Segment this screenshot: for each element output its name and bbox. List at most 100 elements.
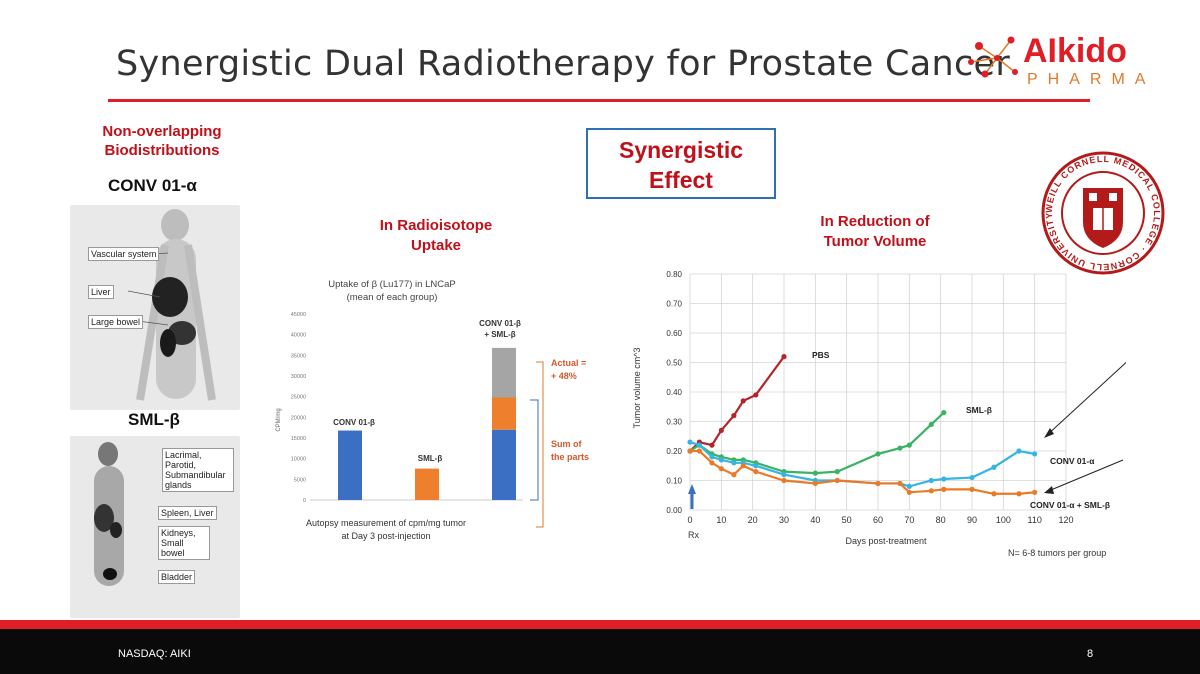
uptake-bar-chart: Uptake of β (Lu177) in LNCaP (mean of ea… xyxy=(276,279,589,541)
series-point xyxy=(906,442,912,448)
x-tick-label: 30 xyxy=(779,515,789,525)
bar-y-tick: 35000 xyxy=(291,353,306,359)
series-point xyxy=(969,474,975,481)
bar-segment xyxy=(492,429,516,500)
series-label: CONV 01-α xyxy=(1050,456,1095,466)
page-number: 8 xyxy=(1087,648,1094,660)
uptake-heading: In Radioisotope Uptake xyxy=(379,217,493,254)
actual-label-1: Actual = xyxy=(551,358,586,368)
bar-label: CONV 01-β xyxy=(479,319,521,328)
bar-segment xyxy=(415,468,439,500)
series-point xyxy=(740,398,746,404)
series-point xyxy=(696,442,702,448)
bar-caption-1: Autopsy measurement of cpm/mg tumor xyxy=(306,518,466,528)
y-tick-label: 0.10 xyxy=(666,477,682,486)
bar-y-tick: 25000 xyxy=(291,395,306,401)
series-point xyxy=(875,451,881,457)
x-tick-label: 50 xyxy=(842,515,852,525)
series-point xyxy=(906,489,912,495)
bar-label: CONV 01-β xyxy=(333,418,375,427)
series-point xyxy=(718,466,724,472)
svg-text:PHARMA: PHARMA xyxy=(1027,71,1155,88)
bar-y-tick: 5000 xyxy=(294,477,306,483)
body-silhouette xyxy=(94,442,124,586)
series-point xyxy=(941,486,947,492)
y-tick-label: 0.20 xyxy=(666,447,682,456)
title-divider xyxy=(108,99,1090,102)
bar-label: + SML-β xyxy=(484,330,515,339)
y-tick-label: 0.60 xyxy=(666,329,682,338)
tumor-volume-line-chart: 0 10 20 30 40 50 60 70 80 90 100 110 120 0.00 0.10 0.20… xyxy=(632,270,1126,558)
synergy-line1: Synergistic xyxy=(619,137,743,163)
annotation-kidneys: Kidneys, Small bowel xyxy=(158,526,210,560)
series-point xyxy=(1032,451,1038,457)
synergy-line2: Effect xyxy=(649,167,713,193)
bar-y-tick: 15000 xyxy=(291,436,306,442)
bar-y-tick: 10000 xyxy=(291,457,306,463)
series-point xyxy=(941,476,947,482)
series-point xyxy=(834,469,840,475)
line-chart-xlabel: Days post-treatment xyxy=(845,536,927,546)
aikido-logo: AIkido PHARMA xyxy=(968,32,1155,88)
series-point xyxy=(687,439,693,445)
series-point xyxy=(834,477,840,484)
cornell-seal-logo: WEILL CORNELL MEDICAL COLLEGE · CORNELL … xyxy=(1041,151,1165,275)
annotation-large-bowel: Large bowel xyxy=(88,315,144,329)
series-point xyxy=(897,445,903,451)
series-point xyxy=(753,469,759,475)
x-tick-label: 120 xyxy=(1058,515,1073,525)
series-point xyxy=(781,472,787,478)
annotation-glands: Lacrimal, Parotid, Submandibular glands xyxy=(162,448,234,492)
network-icon xyxy=(970,39,1016,75)
line-chart-ylabel: Tumor volume cm^3 xyxy=(632,348,642,429)
series-point xyxy=(781,477,787,484)
x-tick-label: 0 xyxy=(687,515,692,525)
sml-beta-label: SML-β xyxy=(128,410,180,429)
svg-text:AIkido: AIkido xyxy=(1023,32,1127,70)
x-tick-label: 110 xyxy=(1027,515,1041,525)
series-point xyxy=(1016,448,1022,454)
x-tick-label: 70 xyxy=(904,515,914,525)
rx-arrow-head xyxy=(688,484,696,494)
bar-y-tick: 45000 xyxy=(291,312,306,318)
series-point xyxy=(969,486,975,492)
series-point xyxy=(687,448,693,454)
series-point xyxy=(709,454,715,460)
x-tick-label: 90 xyxy=(967,515,977,525)
sml-beta-pet-scan: Lacrimal, Parotid, Submandibular glands … xyxy=(70,436,240,618)
y-tick-label: 0.70 xyxy=(666,300,682,309)
body-silhouette xyxy=(127,209,216,401)
sum-bracket xyxy=(530,399,539,501)
series-point xyxy=(753,463,759,469)
x-tick-label: 10 xyxy=(716,515,726,525)
annotation-bladder: Bladder xyxy=(158,570,196,584)
annotation-vascular: Vascular system xyxy=(88,247,160,261)
series-point xyxy=(897,480,903,487)
series-point xyxy=(941,410,947,416)
series-point xyxy=(991,491,997,497)
actual-label-2: + 48% xyxy=(551,371,577,381)
bar-segment xyxy=(338,430,362,500)
series-label: SML-β xyxy=(966,405,992,415)
x-tick-label: 40 xyxy=(810,515,820,525)
series-point xyxy=(875,480,881,487)
series-point xyxy=(753,392,759,398)
group-size-note: N= 6-8 tumors per group xyxy=(1008,548,1106,558)
footer-stripe xyxy=(0,620,1200,629)
series-point xyxy=(812,470,818,476)
synergistic-effect-box: Synergistic Effect xyxy=(586,128,776,199)
series-point xyxy=(740,463,746,469)
y-tick-label: 0.00 xyxy=(666,506,682,515)
x-tick-label: 20 xyxy=(748,515,758,525)
conv-alpha-pet-scan: Vascular system Liver Large bowel xyxy=(70,205,240,410)
pointer-arrow-1 xyxy=(1045,361,1126,437)
bar-y-tick: 30000 xyxy=(291,374,306,380)
bar-chart-title-1: Uptake of β (Lu177) in LNCaP xyxy=(328,279,455,290)
x-tick-label: 60 xyxy=(873,515,883,525)
series-point xyxy=(718,457,724,463)
footer-ticker: NASDAQ: AIKI xyxy=(118,648,191,660)
bar-chart-title-2: (mean of each group) xyxy=(347,292,438,303)
conv-alpha-label: CONV 01-α xyxy=(108,176,197,195)
bar-chart-ylabel: CPM/mg xyxy=(276,408,282,431)
series-point xyxy=(731,413,737,419)
